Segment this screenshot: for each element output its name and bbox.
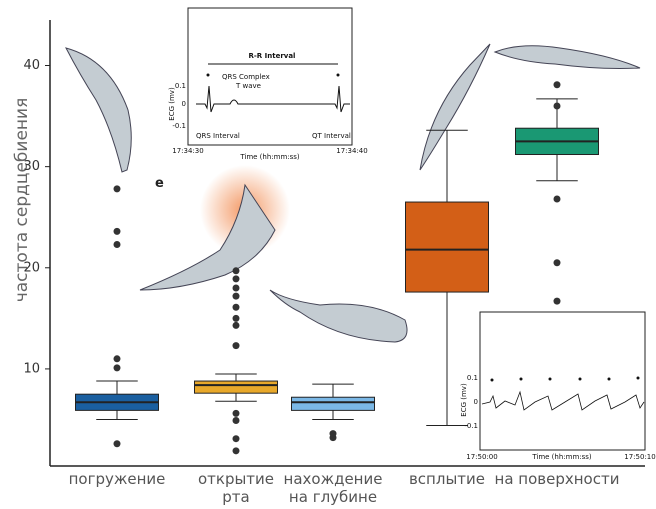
outlier <box>113 440 121 448</box>
inset-x-label: Time (hh:mm:ss) <box>239 153 300 161</box>
inset-frame <box>187 7 353 146</box>
inset-y-tick: 0.1 <box>467 374 478 382</box>
outlier <box>232 435 240 443</box>
inset-label: T wave <box>235 82 261 90</box>
inset-y-tick: -0.1 <box>172 122 186 130</box>
box <box>194 380 278 394</box>
y-tick-label: 40 <box>23 58 40 73</box>
inset-label: QRS Interval <box>196 132 240 140</box>
inset-x-tick: 17:50:10 <box>624 453 655 461</box>
outlier <box>232 284 240 292</box>
inset-title: R-R Interval <box>249 52 296 60</box>
y-tick-label: 10 <box>23 361 40 376</box>
inset-x-label: Time (hh:mm:ss) <box>531 453 592 461</box>
outlier <box>113 241 121 249</box>
outlier <box>232 303 240 311</box>
x-tick-label: нахождение на глубине <box>283 470 383 506</box>
outlier <box>232 409 240 417</box>
outlier <box>113 227 121 235</box>
outlier <box>329 430 337 438</box>
x-tick-label: открытие рта <box>197 470 275 506</box>
inset: R-R Interval QRS Complex T wave QRS Inte… <box>168 7 368 161</box>
outlier <box>232 447 240 455</box>
inset-label: QT Interval <box>312 132 351 140</box>
inset-y-tick: 0 <box>474 398 478 406</box>
outlier <box>113 185 121 193</box>
y-tick-label: 20 <box>23 260 40 275</box>
outlier <box>553 297 561 305</box>
whales <box>65 43 641 343</box>
ecg-trace <box>481 390 645 411</box>
outlier <box>553 195 561 203</box>
inset-label: QRS Complex <box>222 73 270 81</box>
x-tick-label: погружение <box>68 470 166 488</box>
inset-x-tick: 17:34:40 <box>336 147 367 155</box>
outlier <box>553 259 561 267</box>
inset-y-tick: 0.1 <box>175 82 186 90</box>
outlier <box>232 416 240 424</box>
inset-frame <box>479 311 646 451</box>
outlier <box>232 292 240 300</box>
outlier <box>232 342 240 350</box>
inset-x-tick: 17:50:00 <box>466 453 497 461</box>
outlier <box>553 102 561 110</box>
inset-x-tick: 17:34:30 <box>172 147 203 155</box>
inset-y-tick: 0 <box>182 100 186 108</box>
inset-y-label: ECG (mv) <box>168 87 176 121</box>
outlier <box>553 81 561 89</box>
outlier <box>232 321 240 329</box>
y-tick-label: 30 <box>23 159 40 174</box>
plot: 10 20 30 40 <box>23 58 599 455</box>
x-tick-label: всплытие <box>408 470 486 488</box>
inset: ECG (mv) 0.1 0 -0.1 17:50:00 Time (hh:mm… <box>460 311 656 461</box>
box <box>291 396 375 411</box>
outlier <box>113 364 121 372</box>
inset-y-label: ECG (mv) <box>460 383 468 417</box>
x-tick-label: на поверхности <box>494 470 620 488</box>
annotation: e <box>155 176 164 191</box>
outlier <box>232 275 240 283</box>
inset-y-tick: -0.1 <box>464 422 478 430</box>
outlier <box>113 355 121 363</box>
box <box>405 201 489 293</box>
outlier <box>232 267 240 275</box>
y-axis-label: частота сердцебиения <box>12 98 32 303</box>
ecg-trace <box>196 85 350 113</box>
outlier <box>232 314 240 322</box>
